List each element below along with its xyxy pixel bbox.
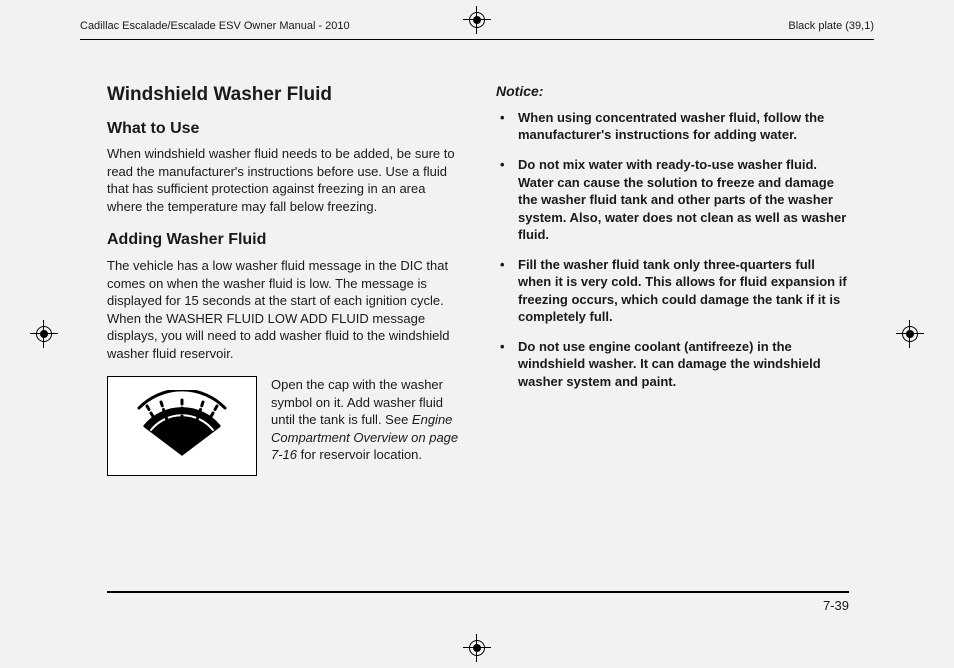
left-column: Windshield Washer Fluid What to Use When… xyxy=(107,82,460,476)
paragraph-what-to-use: When windshield washer fluid needs to be… xyxy=(107,145,460,215)
notice-item: When using concentrated washer fluid, fo… xyxy=(518,109,849,144)
header-right-text: Black plate (39,1) xyxy=(788,20,874,32)
header-rule xyxy=(80,39,874,40)
washer-symbol-figure xyxy=(107,376,257,476)
registration-mark-left xyxy=(30,320,58,348)
page-number: 7-39 xyxy=(823,598,849,613)
registration-mark-right xyxy=(896,320,924,348)
right-column: Notice: When using concentrated washer f… xyxy=(496,82,849,476)
paragraph-adding: The vehicle has a low washer fluid messa… xyxy=(107,257,460,362)
content-columns: Windshield Washer Fluid What to Use When… xyxy=(107,82,849,476)
figure-text-b: for reservoir location. xyxy=(297,447,422,462)
washer-fluid-icon xyxy=(127,390,237,462)
footer-rule xyxy=(107,591,849,593)
notice-list: When using concentrated washer fluid, fo… xyxy=(496,109,849,391)
section-title: Windshield Washer Fluid xyxy=(107,82,460,108)
notice-item: Fill the washer fluid tank only three-qu… xyxy=(518,256,849,326)
notice-item: Do not mix water with ready-to-use washe… xyxy=(518,156,849,244)
running-header: Cadillac Escalade/Escalade ESV Owner Man… xyxy=(80,20,874,32)
registration-mark-bottom xyxy=(463,634,491,662)
notice-label: Notice: xyxy=(496,82,849,101)
figure-caption: Open the cap with the washer symbol on i… xyxy=(271,376,460,464)
figure-row: Open the cap with the washer symbol on i… xyxy=(107,376,460,476)
subheading-adding: Adding Washer Fluid xyxy=(107,229,460,251)
subheading-what-to-use: What to Use xyxy=(107,118,460,140)
notice-item: Do not use engine coolant (antifreeze) i… xyxy=(518,338,849,391)
manual-page: Cadillac Escalade/Escalade ESV Owner Man… xyxy=(0,0,954,668)
header-left-text: Cadillac Escalade/Escalade ESV Owner Man… xyxy=(80,20,350,32)
